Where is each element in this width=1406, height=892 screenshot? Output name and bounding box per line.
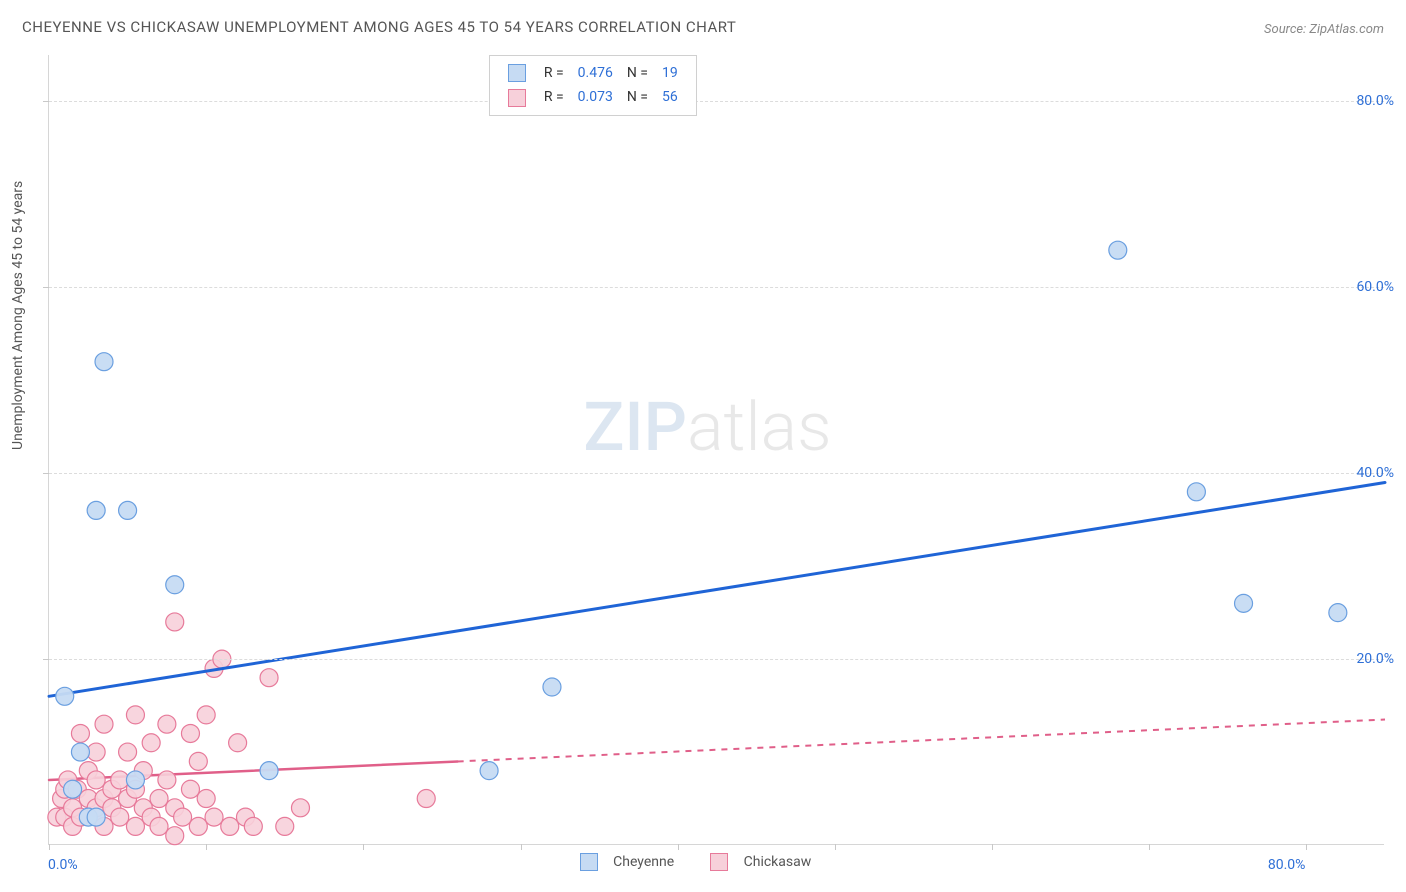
cheyenne-point — [480, 762, 498, 780]
y-axis-label: Unemployment Among Ages 45 to 54 years — [10, 181, 26, 450]
chickasaw-point — [229, 734, 247, 752]
cheyenne-point — [87, 501, 105, 519]
chickasaw-point — [126, 706, 144, 724]
gridline — [49, 473, 1384, 474]
source-label: Source: ZipAtlas.com — [1264, 22, 1384, 37]
chickasaw-point — [174, 808, 192, 826]
chickasaw-point — [197, 706, 215, 724]
chickasaw-regression — [49, 761, 458, 779]
chickasaw-point — [197, 790, 215, 808]
chickasaw-point — [158, 771, 176, 789]
chickasaw-point — [166, 827, 184, 845]
chickasaw-point — [87, 771, 105, 789]
chickasaw-point — [126, 817, 144, 835]
plot-svg — [49, 55, 1385, 845]
scatter-plot: ZIPatlas — [48, 55, 1384, 845]
x-tick-label: 80.0% — [1268, 857, 1306, 873]
cheyenne-point — [119, 501, 137, 519]
cheyenne-point — [126, 771, 144, 789]
chickasaw-point — [150, 817, 168, 835]
cheyenne-point — [56, 687, 74, 705]
y-tick-label: 20.0% — [1356, 651, 1394, 667]
chickasaw-point — [291, 799, 309, 817]
chickasaw-point — [158, 715, 176, 733]
chickasaw-regression-extrapolated — [458, 720, 1385, 762]
chickasaw-point — [181, 724, 199, 742]
legend-series: Cheyenne Chickasaw — [556, 853, 824, 871]
cheyenne-point — [64, 780, 82, 798]
cheyenne-regression — [49, 483, 1385, 697]
chickasaw-point — [150, 790, 168, 808]
legend-stats: R =0.476N =19R =0.073N =56 — [489, 55, 697, 116]
chickasaw-point — [260, 669, 278, 687]
cheyenne-point — [1187, 483, 1205, 501]
chickasaw-point — [205, 808, 223, 826]
y-tick-label: 80.0% — [1356, 93, 1394, 109]
cheyenne-point — [166, 576, 184, 594]
cheyenne-point — [260, 762, 278, 780]
chickasaw-point — [417, 790, 435, 808]
chickasaw-point — [71, 724, 89, 742]
chickasaw-point — [95, 715, 113, 733]
gridline — [49, 659, 1384, 660]
chickasaw-point — [111, 808, 129, 826]
chickasaw-point — [166, 613, 184, 631]
cheyenne-point — [95, 353, 113, 371]
gridline — [49, 101, 1384, 102]
cheyenne-point — [1329, 604, 1347, 622]
cheyenne-point — [1109, 241, 1127, 259]
y-tick-label: 60.0% — [1356, 279, 1394, 295]
chickasaw-point — [142, 734, 160, 752]
x-tick-label: 0.0% — [48, 857, 78, 873]
chickasaw-point — [119, 743, 137, 761]
cheyenne-point — [1235, 594, 1253, 612]
chart-title: CHEYENNE VS CHICKASAW UNEMPLOYMENT AMONG… — [22, 18, 736, 36]
cheyenne-point — [71, 743, 89, 761]
chickasaw-point — [181, 780, 199, 798]
cheyenne-point — [543, 678, 561, 696]
chickasaw-point — [189, 817, 207, 835]
chickasaw-point — [244, 817, 262, 835]
chickasaw-point — [221, 817, 239, 835]
y-tick-label: 40.0% — [1356, 465, 1394, 481]
chickasaw-point — [276, 817, 294, 835]
chickasaw-point — [189, 752, 207, 770]
cheyenne-point — [87, 808, 105, 826]
gridline — [49, 287, 1384, 288]
